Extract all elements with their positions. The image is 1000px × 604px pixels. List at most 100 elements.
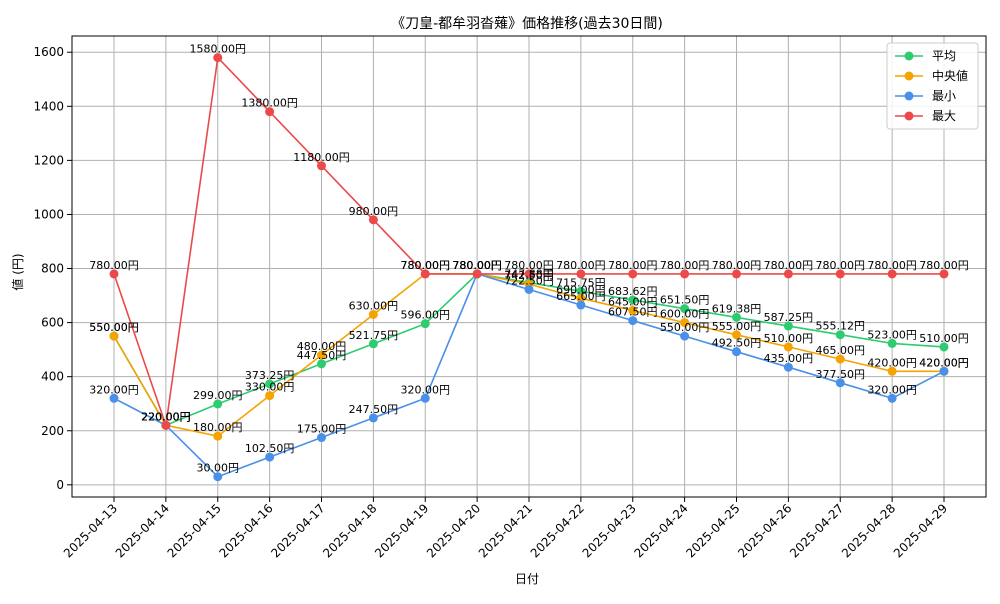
y-tick-label: 200 (41, 424, 64, 438)
data-label-layer: 550.00円 220.00円299.00円373.25円447.50円521.7… (89, 43, 969, 475)
data-point (265, 107, 275, 117)
legend-label: 最小 (932, 89, 956, 103)
data-point (576, 293, 586, 303)
data-label: 780.00円 (452, 259, 502, 272)
data-label: 607.50円 (608, 306, 658, 319)
x-tick-label: 2025-04-23 (580, 501, 639, 560)
data-label: 555.00円 (712, 320, 762, 333)
data-label: 492.50円 (712, 337, 762, 350)
x-tick-label: 2025-04-18 (320, 501, 379, 560)
x-tick-label: 2025-04-24 (632, 501, 691, 560)
data-point (109, 269, 119, 279)
grid-layer (72, 36, 986, 497)
data-label: 980.00円 (349, 205, 399, 218)
legend-swatch-marker (904, 91, 914, 101)
x-axis-title: 日付 (515, 572, 539, 586)
axis-layer: 020040060080010001200140016002025-04-132… (33, 45, 950, 560)
data-label: 220.00円 (141, 410, 191, 423)
data-label: 780.00円 (401, 259, 451, 272)
y-tick-label: 1000 (33, 207, 64, 221)
data-label: 1180.00円 (293, 151, 350, 164)
data-point (783, 321, 793, 331)
data-point (420, 269, 430, 279)
data-label: 683.62円 (608, 285, 658, 298)
x-tick-label: 2025-04-19 (372, 501, 431, 560)
data-label: 220.00円 (141, 410, 191, 423)
data-label: 742.50円 (504, 269, 554, 282)
data-label: 690.00円 (556, 283, 606, 296)
data-point (213, 53, 223, 63)
data-label: 651.50円 (660, 294, 710, 307)
data-point (368, 339, 378, 349)
data-point (732, 312, 741, 322)
x-tick-label: 2025-04-15 (165, 501, 224, 560)
data-label: 102.50円 (245, 442, 295, 455)
data-label: 780.00円 (712, 259, 762, 272)
data-point (317, 350, 326, 360)
data-label: 435.00円 (764, 352, 814, 365)
data-point (732, 347, 741, 357)
data-point (628, 305, 638, 315)
data-label: 320.00円 (867, 383, 917, 396)
data-point (213, 431, 223, 441)
data-point (887, 393, 897, 403)
data-point (783, 342, 793, 352)
legend-label: 中央値 (932, 68, 968, 83)
data-point (524, 284, 534, 294)
data-label: 780.00円 (764, 259, 814, 272)
x-tick-label: 2025-04-14 (113, 501, 172, 560)
x-tick-label: 2025-04-26 (735, 501, 794, 560)
data-label: 587.25円 (764, 311, 814, 324)
data-label: 747.88円 (504, 268, 554, 281)
data-point (161, 420, 171, 430)
data-point (835, 378, 845, 388)
data-label: 780.00円 (608, 259, 658, 272)
data-label: 220.00円 (141, 410, 191, 423)
data-label: 619.38円 (712, 302, 762, 315)
legend-swatch-marker (904, 111, 914, 121)
data-point (213, 472, 223, 482)
data-label: 596.00円 (401, 309, 451, 322)
data-point (732, 330, 741, 340)
data-label: 30.00円 (197, 462, 240, 475)
data-point (317, 161, 326, 171)
data-label: 550.00円 (89, 321, 139, 334)
data-label: 220.00円 (141, 410, 191, 423)
data-label: 510.00円 (919, 332, 969, 345)
data-point (939, 269, 949, 279)
y-tick-label: 400 (41, 370, 64, 384)
data-label: 447.50円 (297, 349, 347, 362)
data-label: 180.00円 (193, 421, 243, 434)
data-label: 510.00円 (764, 332, 814, 345)
x-tick-label: 2025-04-29 (891, 501, 950, 560)
data-label: 521.75円 (349, 329, 399, 342)
legend-swatch-marker (904, 51, 914, 61)
data-point (887, 366, 897, 376)
data-point (680, 269, 690, 279)
data-label: 780.00円 (401, 259, 451, 272)
data-label: 645.00円 (608, 295, 658, 308)
chart-title: 《刀皇-都牟羽沓薙》価格推移(過去30日間) (391, 16, 663, 32)
data-label: 480.00円 (297, 340, 347, 353)
y-tick-label: 800 (41, 262, 64, 276)
data-point (628, 269, 638, 279)
data-label: 465.00円 (816, 344, 866, 357)
data-point (368, 413, 378, 423)
data-label: 420.00円 (919, 356, 969, 369)
data-label: 550.00円 (660, 321, 710, 334)
data-point (680, 304, 690, 314)
data-point (680, 318, 690, 328)
legend-box (886, 42, 979, 130)
x-tick-label: 2025-04-20 (424, 501, 483, 560)
data-label: 555.12円 (816, 320, 866, 333)
data-label: 780.00円 (452, 259, 502, 272)
data-point (368, 215, 378, 225)
data-label: 320.00円 (89, 383, 139, 396)
data-label: 780.00円 (660, 259, 710, 272)
legend-swatch-marker (904, 71, 914, 81)
x-tick-label: 2025-04-28 (839, 501, 898, 560)
data-point (368, 309, 378, 319)
